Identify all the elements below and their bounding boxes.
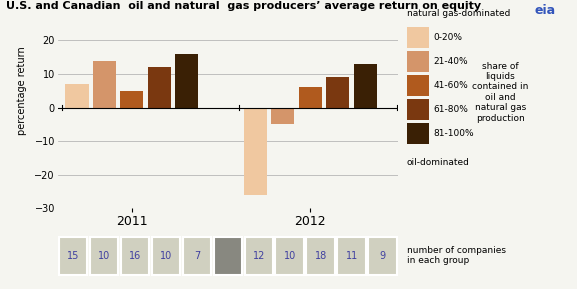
Text: natural gas-dominated: natural gas-dominated (407, 9, 510, 18)
Text: 7: 7 (194, 251, 200, 261)
Text: 18: 18 (314, 251, 327, 261)
Text: 16: 16 (129, 251, 141, 261)
Text: 12: 12 (253, 251, 265, 261)
Text: 15: 15 (67, 251, 80, 261)
Text: 10: 10 (160, 251, 172, 261)
Text: 10: 10 (98, 251, 110, 261)
Bar (93, 61, 116, 108)
Text: 81-100%: 81-100% (433, 129, 474, 138)
Text: percentage return: percentage return (17, 46, 27, 135)
Bar (243, 108, 267, 195)
Text: 10: 10 (284, 251, 296, 261)
Text: share of
liquids
contained in
oil and
natural gas
production: share of liquids contained in oil and na… (472, 62, 529, 123)
Text: 9: 9 (380, 251, 385, 261)
Text: 11: 11 (346, 251, 358, 261)
Text: 21-40%: 21-40% (433, 57, 468, 66)
Bar (120, 91, 144, 108)
Bar (65, 84, 89, 108)
Bar (148, 67, 171, 108)
Bar (326, 77, 350, 108)
Bar (175, 54, 198, 108)
Bar (271, 108, 294, 124)
Text: 0-20%: 0-20% (433, 33, 462, 42)
Bar (354, 64, 377, 108)
Text: oil-dominated: oil-dominated (407, 158, 470, 166)
Bar (299, 87, 322, 108)
Text: 61-80%: 61-80% (433, 105, 468, 114)
Text: number of companies
in each group: number of companies in each group (407, 246, 506, 266)
Text: U.S. and Canadian  oil and natural  gas producers’ average return on equity: U.S. and Canadian oil and natural gas pr… (6, 1, 481, 12)
Text: eia: eia (535, 4, 556, 17)
Text: 41-60%: 41-60% (433, 81, 468, 90)
